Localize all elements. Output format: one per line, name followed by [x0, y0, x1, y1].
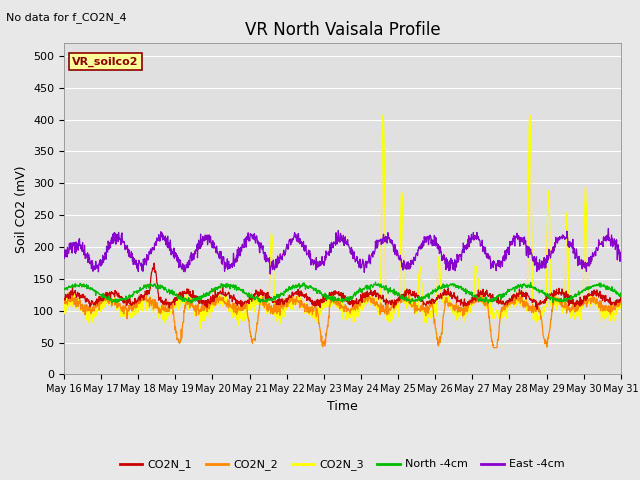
Text: No data for f_CO2N_4: No data for f_CO2N_4: [6, 12, 127, 23]
Y-axis label: Soil CO2 (mV): Soil CO2 (mV): [15, 165, 28, 252]
Legend: CO2N_1, CO2N_2, CO2N_3, North -4cm, East -4cm: CO2N_1, CO2N_2, CO2N_3, North -4cm, East…: [116, 455, 569, 475]
Title: VR North Vaisala Profile: VR North Vaisala Profile: [244, 21, 440, 39]
Text: VR_soilco2: VR_soilco2: [72, 57, 139, 67]
X-axis label: Time: Time: [327, 400, 358, 413]
